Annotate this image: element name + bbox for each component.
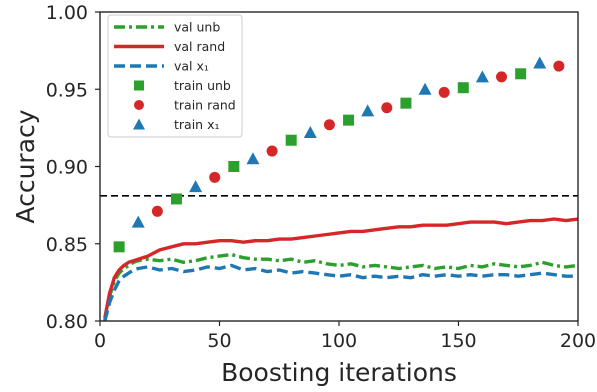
y-tick-label: 0.80 <box>46 311 88 333</box>
legend-swatch-train-unb <box>134 80 144 91</box>
data-point-train-rand <box>438 86 450 98</box>
data-point-train-rand <box>266 145 278 157</box>
y-tick-label: 0.90 <box>46 157 88 179</box>
data-point-train-rand <box>323 119 335 131</box>
data-point-train-rand <box>209 171 221 183</box>
data-point-train-x <box>246 152 260 165</box>
x-tick-label: 0 <box>94 330 106 352</box>
y-tick-label: 1.00 <box>46 2 88 24</box>
y-tick-label: 0.95 <box>46 79 88 101</box>
data-point-train-x <box>533 56 547 69</box>
data-point-train-rand <box>381 102 393 114</box>
data-point-train-x <box>189 180 203 193</box>
data-point-train-unb <box>170 193 182 205</box>
x-axis-label: Boosting iterations <box>221 358 457 387</box>
legend: val unb val rand val x₁ train unb train rand… <box>107 14 243 138</box>
plot-area <box>99 11 579 322</box>
axis-ticks: 0 50 100 150 200 0.80 0.85 0.90 0.95 1.00 <box>46 2 596 352</box>
x-tick-label: 200 <box>560 330 596 352</box>
series-line-val-unb <box>103 252 578 321</box>
y-tick-label: 0.85 <box>46 234 88 256</box>
legend-swatch-train-x <box>133 118 145 130</box>
data-point-train-x <box>131 215 145 228</box>
x-tick-label: 100 <box>321 330 357 352</box>
x-tick-label: 50 <box>207 330 231 352</box>
legend-swatch-train-rand <box>134 100 144 110</box>
y-axis-label: Accuracy <box>11 109 40 223</box>
series-line-val-x <box>103 263 578 321</box>
series-line-val-rand <box>103 217 578 319</box>
data-point-train-x <box>303 126 317 139</box>
data-point-train-unb <box>343 114 355 126</box>
data-point-train-x <box>475 70 489 83</box>
legend-label-val-rand: val rand <box>174 39 225 54</box>
legend-label-val-x: val x₁ <box>174 59 209 74</box>
data-point-train-unb <box>113 241 125 253</box>
data-point-train-unb <box>228 161 240 172</box>
legend-label-val-unb: val unb <box>174 20 220 35</box>
data-point-train-rand <box>553 60 565 72</box>
x-tick-label: 150 <box>440 330 476 352</box>
data-point-train-unb <box>515 68 527 80</box>
data-point-train-unb <box>285 134 297 146</box>
data-layer <box>100 56 578 321</box>
data-point-train-rand <box>496 71 508 83</box>
data-point-train-x <box>361 104 375 117</box>
data-point-train-rand <box>151 205 163 217</box>
data-point-train-unb <box>400 97 412 109</box>
data-point-train-unb <box>457 82 469 94</box>
legend-label-train-x: train x₁ <box>174 117 219 132</box>
legend-label-train-rand: train rand <box>174 98 236 113</box>
data-point-train-x <box>418 82 432 95</box>
legend-label-train-unb: train unb <box>174 78 231 93</box>
